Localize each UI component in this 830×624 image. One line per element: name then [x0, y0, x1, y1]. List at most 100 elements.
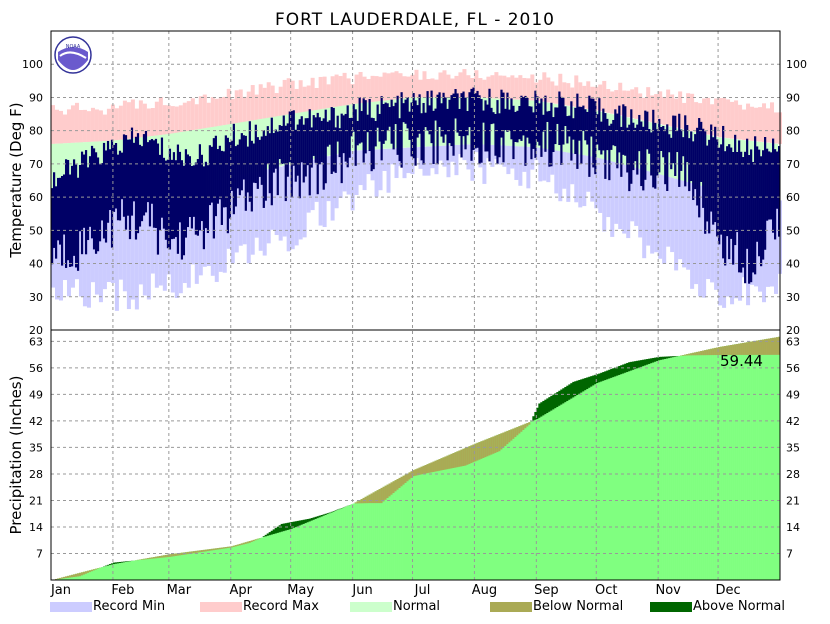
actual-temp-bar: [772, 139, 774, 233]
precip-tick-label-right: 35: [786, 441, 800, 454]
above-normal-bar: [113, 563, 115, 565]
normal-precip-bar: [357, 501, 359, 580]
record-max-bar: [694, 102, 698, 132]
record-max-bar: [626, 91, 630, 117]
below-normal-bar: [221, 548, 223, 549]
actual-temp-bar: [602, 109, 604, 151]
actual-temp-bar: [371, 118, 373, 171]
below-normal-bar: [383, 487, 385, 502]
normal-precip-bar: [612, 377, 614, 580]
normal-precip-bar: [107, 566, 109, 580]
actual-temp-bar: [744, 152, 746, 283]
normal-precip-bar: [588, 388, 590, 580]
temp-tick-label-left: 40: [29, 258, 43, 271]
actual-temp-bar: [81, 152, 83, 255]
normal-precip-bar: [602, 381, 604, 580]
normal-precip-bar: [115, 564, 117, 580]
above-normal-bar: [550, 396, 552, 411]
below-normal-bar: [355, 502, 357, 503]
normal-precip-bar: [666, 359, 668, 580]
actual-temp-bar: [241, 133, 243, 190]
actual-temp-bar: [668, 134, 670, 152]
below-normal-bar: [379, 489, 381, 503]
actual-temp-bar: [734, 135, 736, 245]
normal-precip-bar: [648, 364, 650, 580]
normal-precip-bar: [424, 465, 426, 580]
normal-precip-bar: [502, 433, 504, 580]
actual-temp-bar: [608, 126, 610, 180]
below-normal-bar: [165, 555, 167, 557]
actual-temp-bar: [219, 146, 221, 200]
normal-precip-bar: [249, 541, 251, 580]
below-normal-bar: [444, 456, 446, 469]
actual-temp-bar: [730, 148, 732, 239]
above-normal-bar: [662, 357, 664, 360]
below-normal-bar: [83, 572, 85, 575]
normal-precip-bar: [359, 500, 361, 580]
normal-precip-bar: [143, 559, 145, 580]
normal-precip-bar: [766, 339, 768, 580]
record-max-bar: [243, 97, 247, 122]
normal-precip-bar: [259, 538, 261, 580]
temp-tick-label-right: 50: [786, 224, 800, 237]
actual-temp-bar: [450, 95, 452, 146]
record-max-bar: [746, 104, 750, 141]
normal-precip-bar: [544, 414, 546, 580]
actual-temp-bar: [121, 153, 123, 200]
actual-temp-bar: [313, 115, 315, 156]
record-max-bar: [654, 94, 658, 123]
below-normal-bar: [377, 490, 379, 503]
actual-temp-bar: [155, 139, 157, 228]
below-normal-bar: [490, 437, 492, 454]
below-normal-bar: [526, 423, 528, 426]
actual-temp-bar: [614, 109, 616, 146]
normal-precip-bar: [584, 390, 586, 580]
actual-temp-bar: [165, 161, 167, 240]
normal-precip-bar: [231, 546, 233, 580]
record-max-bar: [115, 108, 119, 140]
below-normal-bar: [71, 575, 73, 577]
normal-precip-bar: [672, 357, 674, 580]
precip-tick-label-left: 49: [29, 388, 43, 401]
below-normal-bar: [710, 349, 712, 355]
below-normal-bar: [149, 558, 151, 559]
record-max-bar: [259, 84, 263, 119]
actual-temp-bar: [65, 159, 67, 268]
record-max-bar: [383, 73, 387, 101]
actual-temp-bar: [526, 98, 528, 138]
below-normal-bar: [81, 572, 83, 575]
actual-temp-bar: [584, 109, 586, 140]
below-normal-bar: [694, 352, 696, 355]
actual-temp-bar: [235, 146, 237, 206]
actual-temp-bar: [275, 130, 277, 169]
legend-swatch-record-min: [50, 602, 92, 612]
record-max-bar: [550, 81, 554, 103]
actual-temp-bar: [710, 125, 712, 212]
actual-temp-bar: [167, 160, 169, 249]
record-max-bar: [510, 75, 514, 99]
precip-tick-label-left: 56: [29, 362, 43, 375]
normal-precip-bar: [415, 469, 417, 580]
normal-precip-bar: [420, 467, 422, 580]
actual-temp-bar: [115, 143, 117, 209]
actual-temp-bar: [403, 103, 405, 122]
actual-temp-bar: [618, 106, 620, 153]
record-max-bar: [183, 103, 187, 132]
record-min-bar: [367, 150, 371, 174]
below-normal-bar: [95, 569, 97, 570]
actual-temp-bar: [696, 128, 698, 206]
below-normal-bar: [442, 457, 444, 470]
normal-precip-bar: [700, 351, 702, 580]
actual-temp-bar: [516, 111, 518, 143]
below-normal-bar: [357, 501, 359, 503]
above-normal-bar: [299, 521, 301, 526]
record-max-bar: [231, 99, 235, 124]
below-normal-bar: [464, 448, 466, 466]
normal-precip-bar: [574, 396, 576, 580]
normal-precip-bar: [702, 351, 704, 580]
above-normal-bar: [624, 364, 626, 373]
below-normal-bar: [432, 462, 434, 472]
below-normal-bar: [225, 547, 227, 548]
actual-temp-bar: [494, 114, 496, 156]
normal-precip-bar: [221, 548, 223, 580]
